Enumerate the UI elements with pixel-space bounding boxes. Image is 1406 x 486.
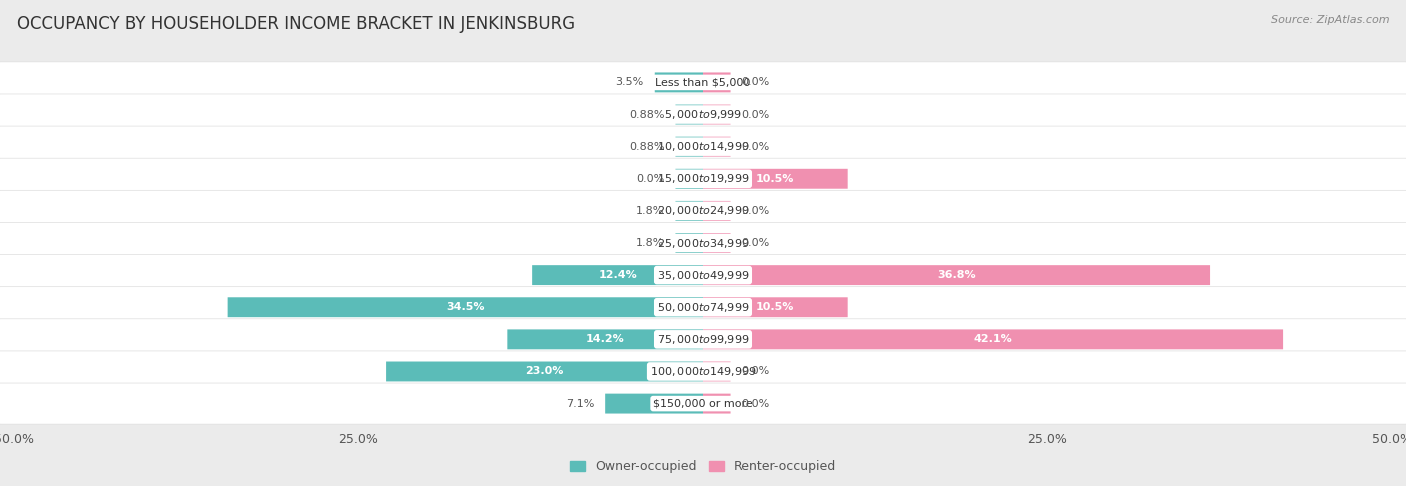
- FancyBboxPatch shape: [531, 265, 703, 285]
- FancyBboxPatch shape: [703, 394, 731, 414]
- Text: 0.0%: 0.0%: [741, 141, 770, 152]
- FancyBboxPatch shape: [0, 383, 1406, 424]
- FancyBboxPatch shape: [703, 330, 1284, 349]
- Text: Less than $5,000: Less than $5,000: [655, 77, 751, 87]
- FancyBboxPatch shape: [0, 126, 1406, 167]
- FancyBboxPatch shape: [703, 104, 731, 124]
- Text: $15,000 to $19,999: $15,000 to $19,999: [657, 172, 749, 185]
- Text: 0.0%: 0.0%: [741, 109, 770, 120]
- FancyBboxPatch shape: [228, 297, 703, 317]
- FancyBboxPatch shape: [0, 223, 1406, 263]
- FancyBboxPatch shape: [0, 255, 1406, 295]
- Text: 10.5%: 10.5%: [756, 174, 794, 184]
- Text: $10,000 to $14,999: $10,000 to $14,999: [657, 140, 749, 153]
- FancyBboxPatch shape: [703, 233, 731, 253]
- Text: $5,000 to $9,999: $5,000 to $9,999: [664, 108, 742, 121]
- FancyBboxPatch shape: [0, 319, 1406, 360]
- Text: 23.0%: 23.0%: [526, 366, 564, 377]
- FancyBboxPatch shape: [703, 265, 1211, 285]
- FancyBboxPatch shape: [605, 394, 703, 414]
- Text: 7.1%: 7.1%: [565, 399, 595, 409]
- FancyBboxPatch shape: [0, 287, 1406, 328]
- FancyBboxPatch shape: [703, 297, 848, 317]
- Text: 10.5%: 10.5%: [756, 302, 794, 312]
- Text: OCCUPANCY BY HOUSEHOLDER INCOME BRACKET IN JENKINSBURG: OCCUPANCY BY HOUSEHOLDER INCOME BRACKET …: [17, 15, 575, 33]
- Text: 34.5%: 34.5%: [446, 302, 485, 312]
- Text: 14.2%: 14.2%: [586, 334, 624, 345]
- Text: 1.8%: 1.8%: [636, 206, 665, 216]
- Text: 1.8%: 1.8%: [636, 238, 665, 248]
- Text: 3.5%: 3.5%: [616, 77, 644, 87]
- FancyBboxPatch shape: [0, 62, 1406, 103]
- Text: 0.0%: 0.0%: [741, 206, 770, 216]
- FancyBboxPatch shape: [0, 94, 1406, 135]
- FancyBboxPatch shape: [675, 201, 703, 221]
- FancyBboxPatch shape: [675, 104, 703, 124]
- Text: 12.4%: 12.4%: [598, 270, 637, 280]
- Text: 0.0%: 0.0%: [741, 399, 770, 409]
- Text: $150,000 or more: $150,000 or more: [654, 399, 752, 409]
- FancyBboxPatch shape: [0, 158, 1406, 199]
- Text: Source: ZipAtlas.com: Source: ZipAtlas.com: [1271, 15, 1389, 25]
- FancyBboxPatch shape: [0, 351, 1406, 392]
- Text: $50,000 to $74,999: $50,000 to $74,999: [657, 301, 749, 314]
- FancyBboxPatch shape: [0, 191, 1406, 231]
- Text: $20,000 to $24,999: $20,000 to $24,999: [657, 205, 749, 217]
- FancyBboxPatch shape: [703, 137, 731, 156]
- Text: $100,000 to $149,999: $100,000 to $149,999: [650, 365, 756, 378]
- Text: $25,000 to $34,999: $25,000 to $34,999: [657, 237, 749, 249]
- FancyBboxPatch shape: [675, 169, 703, 189]
- Legend: Owner-occupied, Renter-occupied: Owner-occupied, Renter-occupied: [569, 460, 837, 473]
- FancyBboxPatch shape: [703, 201, 731, 221]
- Text: $35,000 to $49,999: $35,000 to $49,999: [657, 269, 749, 281]
- Text: 0.0%: 0.0%: [741, 366, 770, 377]
- Text: 0.0%: 0.0%: [741, 77, 770, 87]
- FancyBboxPatch shape: [703, 169, 848, 189]
- Text: 0.0%: 0.0%: [741, 238, 770, 248]
- FancyBboxPatch shape: [387, 362, 703, 382]
- FancyBboxPatch shape: [703, 362, 731, 382]
- FancyBboxPatch shape: [703, 72, 731, 92]
- Text: $75,000 to $99,999: $75,000 to $99,999: [657, 333, 749, 346]
- Text: 36.8%: 36.8%: [938, 270, 976, 280]
- FancyBboxPatch shape: [675, 137, 703, 156]
- FancyBboxPatch shape: [655, 72, 703, 92]
- Text: 42.1%: 42.1%: [974, 334, 1012, 345]
- Text: 0.88%: 0.88%: [628, 141, 665, 152]
- Text: 0.88%: 0.88%: [628, 109, 665, 120]
- FancyBboxPatch shape: [675, 233, 703, 253]
- Text: 0.0%: 0.0%: [636, 174, 665, 184]
- FancyBboxPatch shape: [508, 330, 703, 349]
